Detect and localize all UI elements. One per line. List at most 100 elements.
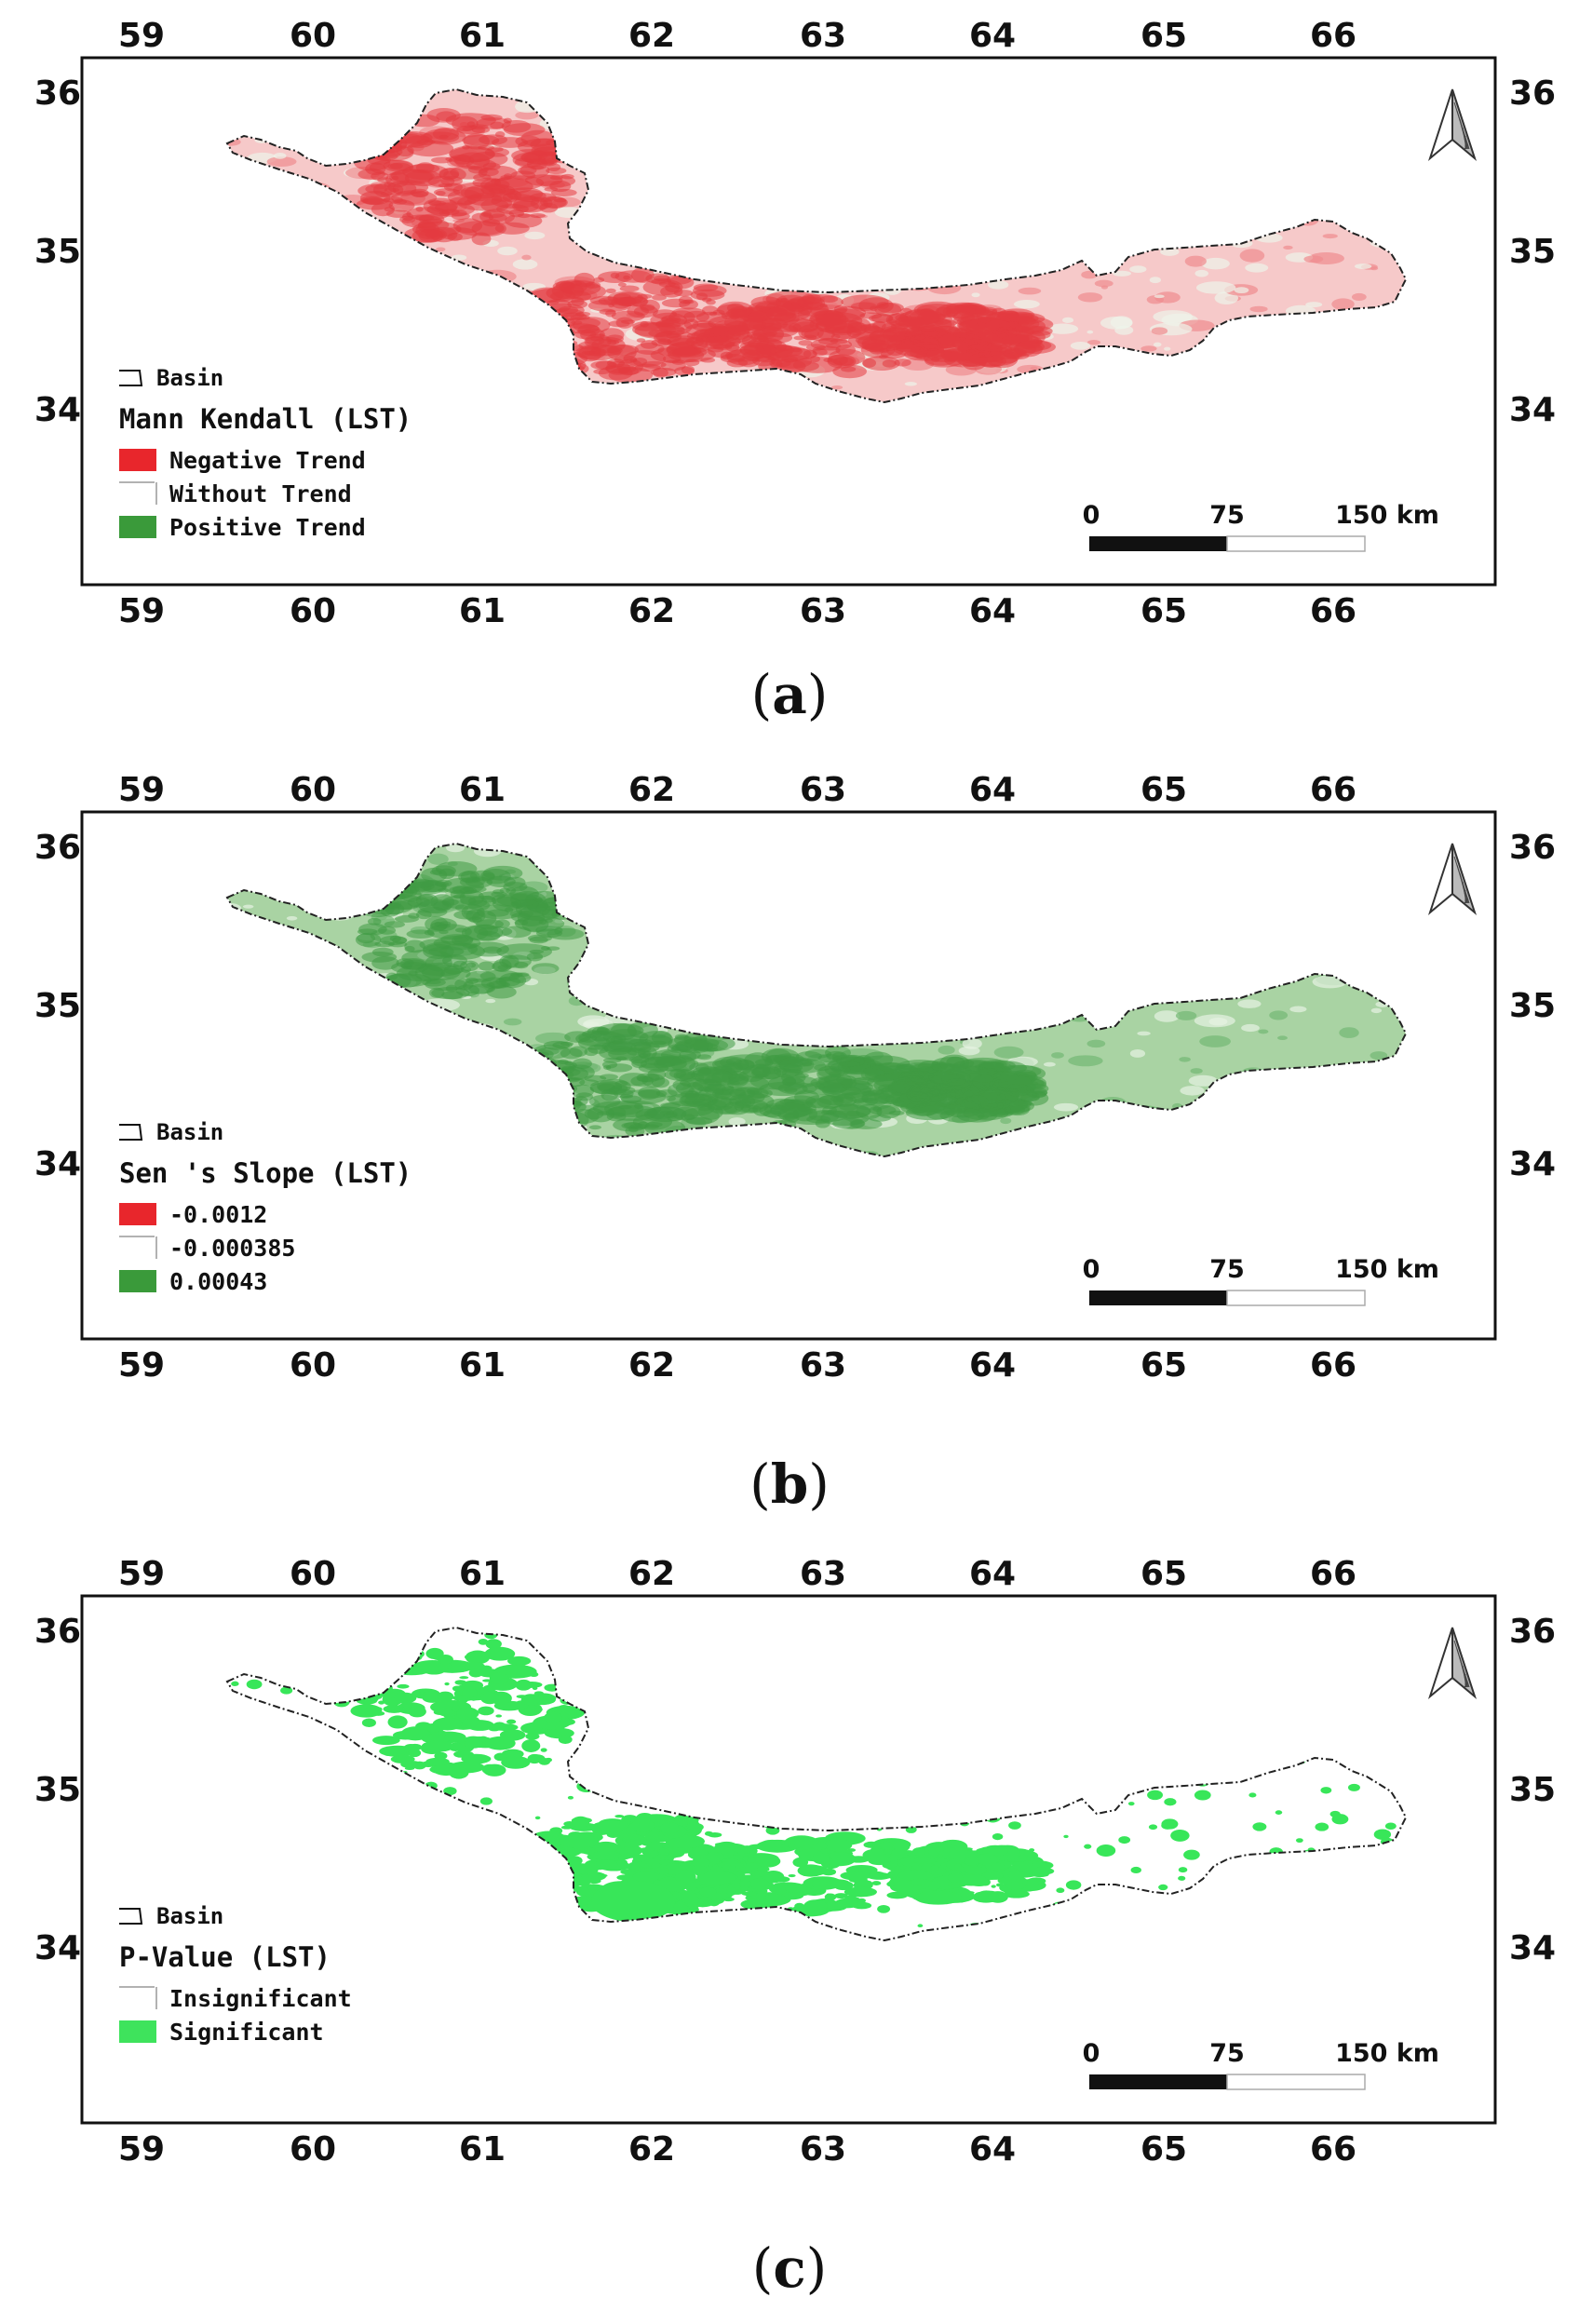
legend-swatch [119, 1270, 156, 1292]
tick-label-bottom: 62 [628, 1346, 675, 1385]
tick-label-left: 34 [34, 1929, 81, 1967]
tick-label-left: 35 [34, 987, 81, 1025]
legend-basin-label: Basin [156, 1119, 223, 1145]
tick-label-top: 64 [969, 17, 1016, 55]
tick-label-right: 34 [1509, 1145, 1556, 1183]
tick-label-left: 35 [34, 233, 81, 271]
legend-swatch [119, 516, 156, 538]
tick-label-bottom: 65 [1140, 2130, 1187, 2169]
scale-bar-label: 0 [1083, 2039, 1100, 2068]
tick-label-bottom: 59 [118, 2130, 165, 2169]
tick-label-bottom: 66 [1310, 2130, 1356, 2169]
tick-label-right: 34 [1509, 391, 1556, 429]
tick-label-bottom: 62 [628, 2130, 675, 2169]
legend-title: Mann Kendall (LST) [119, 403, 412, 435]
tick-label-top: 64 [969, 771, 1016, 809]
caption-b: (b) [749, 1452, 830, 1516]
tick-label-right: 35 [1509, 1771, 1556, 1809]
legend-item-label: -0.000385 [169, 1235, 295, 1262]
tick-label-top: 66 [1310, 17, 1356, 55]
legend: Basin Sen 's Slope (LST) -0.0012 -0.000385 0… [119, 1119, 412, 1295]
scale-bar: 0 75 150 km [1083, 1255, 1439, 1306]
tick-label-left: 36 [34, 1613, 81, 1651]
legend-swatch [119, 1203, 156, 1225]
tick-label-bottom: 65 [1140, 1346, 1187, 1385]
basin-boundary [225, 1626, 1408, 1942]
tick-label-bottom: 60 [290, 592, 336, 630]
tick-label-top: 66 [1310, 771, 1356, 809]
tick-label-bottom: 59 [118, 592, 165, 630]
tick-label-right: 35 [1509, 987, 1556, 1025]
tick-label-bottom: 61 [459, 592, 506, 630]
tick-label-bottom: 61 [459, 2130, 506, 2169]
scale-bar-label: 0 [1083, 1255, 1100, 1284]
tick-label-bottom: 63 [800, 592, 846, 630]
tick-label-right: 34 [1509, 1929, 1556, 1967]
map-panel-c: 59 59 60 60 61 61 62 62 63 63 64 64 65 65 66 66 36 36 35 35… [34, 1555, 1556, 2169]
tick-label-top: 63 [800, 17, 846, 55]
tick-label-top: 65 [1140, 771, 1187, 809]
legend-basin-label: Basin [156, 1903, 223, 1929]
scale-bar-label: 150 km [1335, 501, 1439, 530]
tick-label-top: 59 [118, 771, 165, 809]
legend-item-label: Without Trend [169, 480, 352, 507]
map-panel-b: 59 59 60 60 61 61 62 62 63 63 64 64 65 65 66 66 36 36 35 35… [34, 771, 1556, 1385]
map-panel-a: 59 59 60 60 61 61 62 62 63 63 64 64 65 65 66 66 36 36 35 35… [34, 17, 1556, 630]
tick-label-bottom: 59 [118, 1346, 165, 1385]
tick-label-bottom: 63 [800, 2130, 846, 2169]
legend-item-label: Negative Trend [169, 447, 366, 474]
tick-label-top: 62 [628, 17, 675, 55]
tick-label-right: 36 [1509, 74, 1556, 113]
tick-label-top: 63 [800, 771, 846, 809]
tick-label-top: 63 [800, 1555, 846, 1593]
basin-boundary [225, 842, 1408, 1158]
basin-boundary [225, 88, 1408, 404]
tick-label-top: 65 [1140, 17, 1187, 55]
tick-label-top: 61 [459, 1555, 506, 1593]
basin-raster [227, 1628, 1406, 1940]
legend-swatch [119, 1986, 157, 2009]
north-arrow-icon [1427, 843, 1478, 915]
tick-label-bottom: 63 [800, 1346, 846, 1385]
legend-swatch [119, 1236, 157, 1259]
tick-label-top: 62 [628, 1555, 675, 1593]
legend: Basin Mann Kendall (LST) Negative Trend Wit… [119, 365, 412, 541]
tick-label-bottom: 60 [290, 1346, 336, 1385]
scale-bar-label: 150 km [1335, 1255, 1439, 1284]
caption-a: (a) [750, 663, 829, 726]
tick-label-right: 36 [1509, 829, 1556, 867]
legend-swatch [119, 481, 157, 505]
tick-label-top: 61 [459, 771, 506, 809]
tick-label-left: 36 [34, 74, 81, 113]
tick-label-top: 65 [1140, 1555, 1187, 1593]
legend-basin-label: Basin [156, 365, 223, 391]
tick-label-top: 59 [118, 1555, 165, 1593]
tick-label-bottom: 65 [1140, 592, 1187, 630]
scale-bar-label: 75 [1209, 501, 1245, 530]
legend-swatch [119, 2020, 156, 2043]
tick-label-bottom: 66 [1310, 1346, 1356, 1385]
tick-label-bottom: 64 [969, 1346, 1016, 1385]
tick-label-top: 60 [290, 771, 336, 809]
tick-label-left: 34 [34, 1145, 81, 1183]
north-arrow-icon [1427, 88, 1478, 161]
legend-item-label: Positive Trend [169, 514, 366, 541]
tick-label-top: 60 [290, 1555, 336, 1593]
tick-label-left: 36 [34, 829, 81, 867]
scale-bar-label: 150 km [1335, 2039, 1439, 2068]
tick-label-right: 36 [1509, 1613, 1556, 1651]
legend-title: P-Value (LST) [119, 1941, 331, 1973]
tick-label-left: 35 [34, 1771, 81, 1809]
legend: Basin P-Value (LST) Insignificant Significa… [119, 1903, 352, 2046]
caption-c: (c) [751, 2236, 828, 2300]
legend-title: Sen 's Slope (LST) [119, 1157, 412, 1189]
tick-label-bottom: 60 [290, 2130, 336, 2169]
legend-item-label: -0.0012 [169, 1201, 267, 1228]
scale-bar: 0 75 150 km [1083, 501, 1439, 552]
tick-label-top: 66 [1310, 1555, 1356, 1593]
legend-item-label: Insignificant [169, 1985, 352, 2012]
tick-label-top: 64 [969, 1555, 1016, 1593]
tick-label-bottom: 62 [628, 592, 675, 630]
tick-label-bottom: 64 [969, 2130, 1016, 2169]
scale-bar-label: 75 [1209, 2039, 1245, 2068]
